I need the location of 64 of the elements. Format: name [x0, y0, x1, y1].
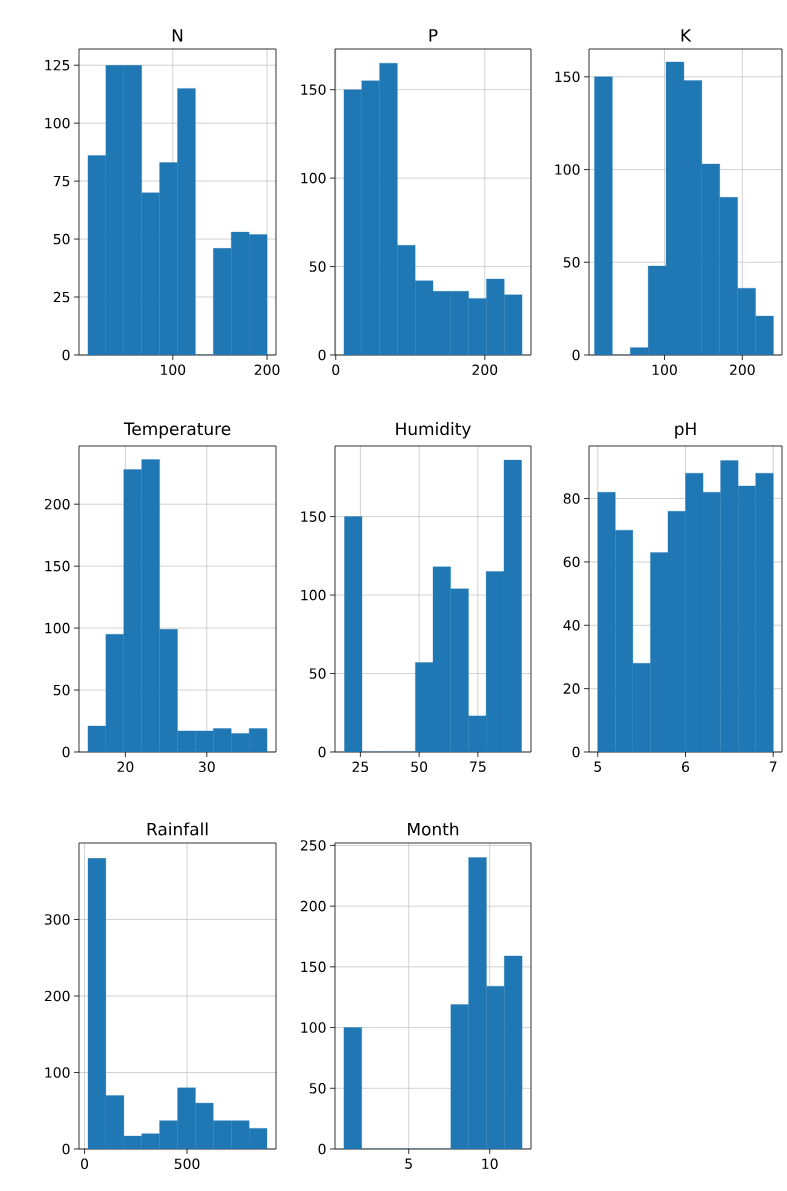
y-tick-label: 150 [45, 560, 70, 572]
y-tick-label: 50 [309, 1082, 326, 1094]
x-tick-label: 10 [482, 1158, 498, 1170]
y-tick-label: 250 [300, 840, 326, 851]
y-tick-label: 200 [44, 990, 70, 1002]
x-tick-label: 100 [161, 364, 186, 376]
y-tick-label: 0 [62, 1143, 70, 1155]
chart-title: K [681, 29, 692, 42]
y-tick-label: 60 [563, 556, 580, 568]
y-tick-label: 75 [53, 175, 70, 187]
y-tick-label: 0 [318, 349, 326, 361]
x-tick-label: 20 [117, 761, 134, 773]
y-tick-label: 200 [44, 498, 70, 510]
y-tick-label: 125 [45, 59, 70, 71]
x-tick-label: 75 [470, 761, 486, 772]
y-tick-label: 0 [62, 746, 70, 758]
y-tick-label: 0 [318, 746, 326, 758]
chart-title: Month [408, 822, 459, 836]
x-tick-label: 50 [411, 761, 428, 773]
y-tick-label: 300 [44, 914, 70, 925]
y-tick-label: 50 [309, 261, 326, 272]
x-tick-label: 5 [405, 1158, 412, 1169]
y-tick-label: 50 [53, 233, 70, 245]
y-tick-label: 150 [301, 84, 326, 95]
y-tick-label: 150 [301, 511, 326, 522]
chart-title: P [429, 29, 438, 42]
y-tick-label: 50 [563, 256, 580, 268]
x-tick-label: 200 [254, 364, 280, 376]
y-tick-label: 0 [62, 349, 70, 361]
chart-title: Humidity [396, 422, 471, 439]
y-tick-label: 100 [45, 117, 70, 129]
chart-title: N [172, 29, 183, 42]
x-tick-label: 100 [652, 364, 677, 376]
y-tick-label: 25 [53, 291, 70, 303]
chart-title: Rainfall [147, 822, 208, 836]
x-tick-label: 30 [199, 761, 215, 773]
x-tick-label: 5 [594, 761, 601, 772]
y-tick-label: 100 [45, 1067, 70, 1078]
y-tick-label: 100 [301, 1022, 326, 1033]
chart-title: Temperature [123, 422, 231, 439]
y-tick-label: 0 [318, 1143, 326, 1155]
y-tick-label: 100 [301, 172, 326, 184]
y-tick-label: 150 [301, 961, 326, 973]
y-tick-label: 150 [555, 71, 580, 83]
x-tick-label: 0 [81, 1158, 89, 1170]
y-tick-label: 40 [563, 620, 580, 631]
x-tick-label: 25 [352, 761, 369, 773]
x-tick-label: 200 [472, 364, 498, 376]
y-tick-label: 0 [572, 746, 580, 758]
y-tick-label: 20 [563, 683, 580, 694]
y-tick-label: 200 [300, 900, 326, 912]
y-tick-label: 100 [45, 622, 70, 634]
chart-title: pH [675, 422, 696, 439]
y-tick-label: 50 [53, 684, 70, 696]
x-tick-label: 500 [174, 1158, 200, 1170]
y-tick-label: 0 [572, 349, 580, 361]
y-tick-label: 80 [563, 493, 580, 504]
x-tick-label: 0 [332, 364, 340, 376]
y-tick-label: 100 [301, 589, 326, 601]
x-tick-label: 200 [730, 364, 755, 376]
y-tick-label: 50 [309, 668, 326, 679]
x-tick-label: 6 [682, 761, 690, 773]
y-tick-label: 100 [555, 164, 580, 175]
x-tick-label: 7 [769, 761, 777, 772]
